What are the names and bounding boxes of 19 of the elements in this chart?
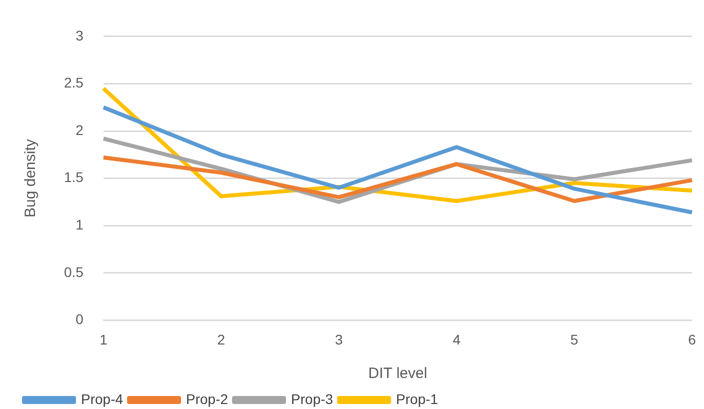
y-tick-label: 3 <box>76 27 84 44</box>
y-tick-label: 0.5 <box>64 264 84 280</box>
y-tick-label: 2.5 <box>64 74 84 91</box>
legend-label: Prop-1 <box>396 390 438 407</box>
y-tick-label: 1 <box>76 216 84 232</box>
x-axis-title: DIT level <box>368 365 428 382</box>
y-axis-title: Bug density <box>22 138 40 218</box>
y-tick-label: 0 <box>76 311 84 328</box>
x-tick-label: 1 <box>100 331 108 348</box>
legend-label: Prop-2 <box>186 390 228 407</box>
y-tick-label: 1.5 <box>64 169 84 186</box>
x-tick-label: 5 <box>570 331 578 348</box>
x-tick-label: 4 <box>452 331 461 348</box>
legend-label: Prop-4 <box>81 390 124 407</box>
y-tick-label: 2 <box>76 122 84 138</box>
x-tick-label: 2 <box>217 331 226 348</box>
x-tick-label: 3 <box>334 331 343 348</box>
x-tick-label: 6 <box>688 331 696 348</box>
legend-label: Prop-3 <box>291 390 334 407</box>
